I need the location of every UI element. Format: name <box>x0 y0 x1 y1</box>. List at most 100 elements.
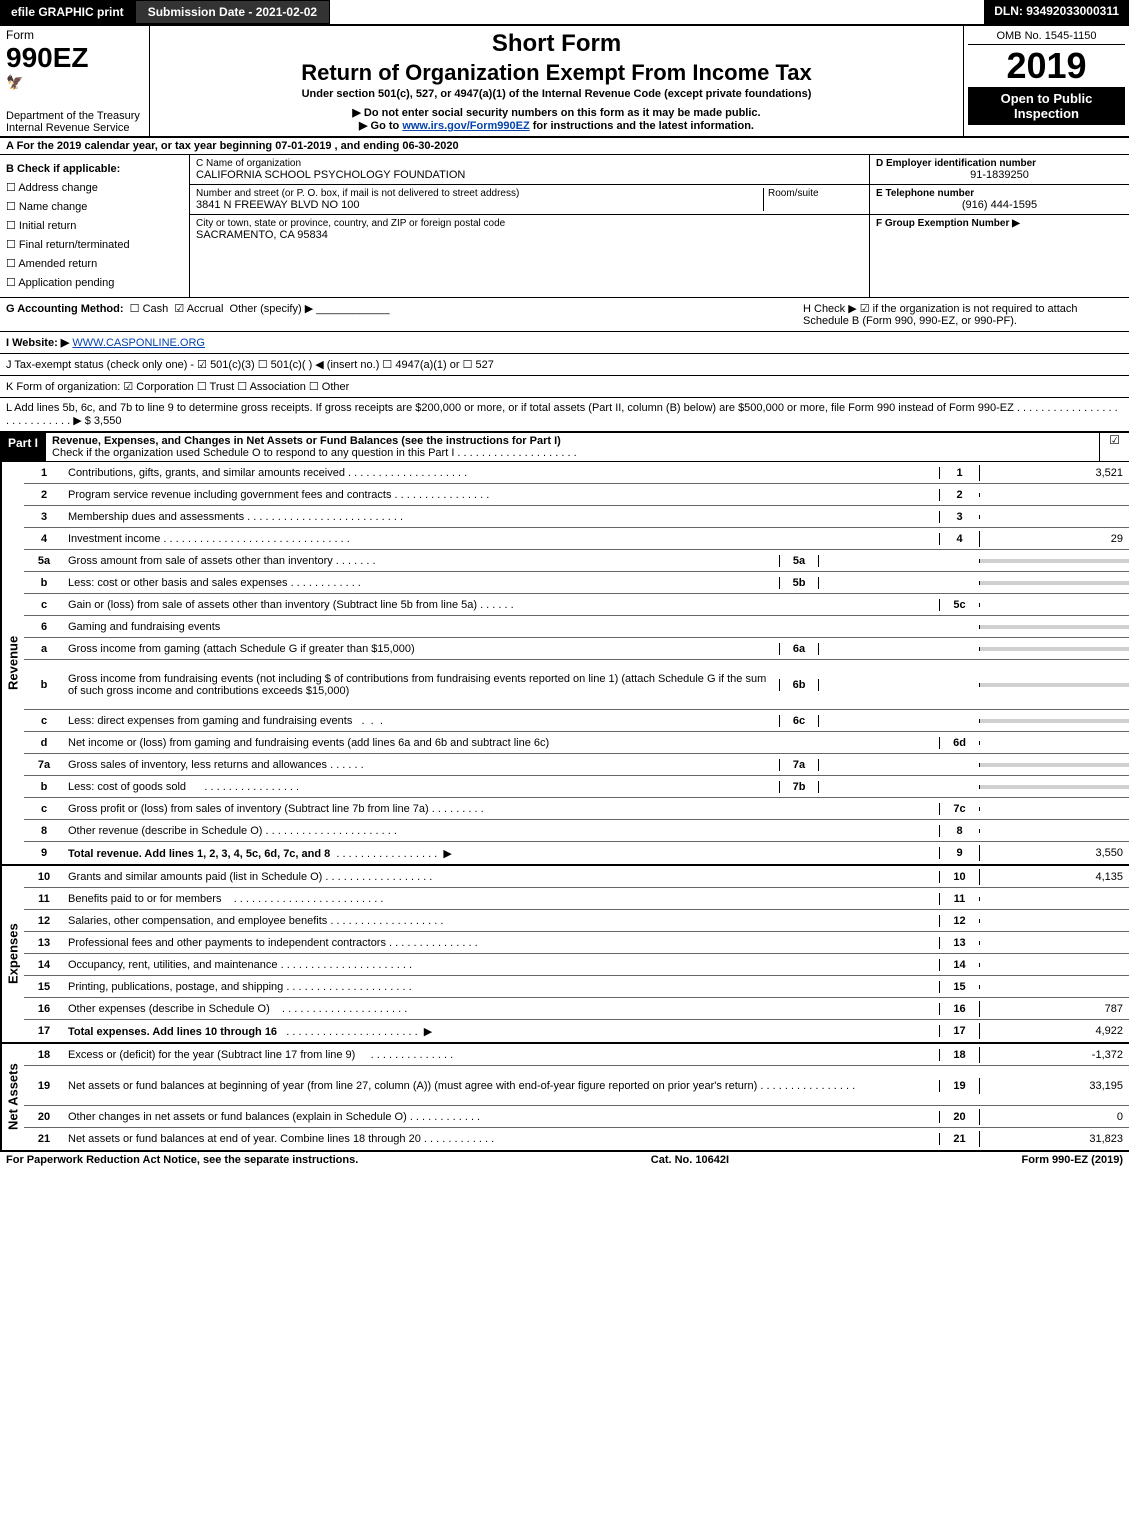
line-5c-amount <box>979 603 1129 607</box>
group-exempt-label: F Group Exemption Number ▶ <box>876 218 1123 229</box>
line-15-amount <box>979 985 1129 989</box>
check-final-return[interactable]: Final return/terminated <box>6 238 183 251</box>
line-9-amount: 3,550 <box>979 845 1129 861</box>
line-10-amount: 4,135 <box>979 869 1129 885</box>
line-8-amount <box>979 829 1129 833</box>
row-l-gross-receipts: L Add lines 5b, 6c, and 7b to line 9 to … <box>0 398 1129 433</box>
net-assets-side-label: Net Assets <box>0 1044 24 1150</box>
org-name: CALIFORNIA SCHOOL PSYCHOLOGY FOUNDATION <box>196 169 863 181</box>
check-cash[interactable]: Cash <box>130 303 169 315</box>
line-16-amount: 787 <box>979 1001 1129 1017</box>
line-7c-amount <box>979 807 1129 811</box>
revenue-side-label: Revenue <box>0 462 24 864</box>
line-19-amount: 33,195 <box>979 1078 1129 1094</box>
line-10: 10 Grants and similar amounts paid (list… <box>24 866 1129 888</box>
form-title-block: Short Form Return of Organization Exempt… <box>150 26 964 136</box>
part-i-checkbox[interactable]: ☑ <box>1099 433 1129 461</box>
line-12: 12 Salaries, other compensation, and emp… <box>24 910 1129 932</box>
footer-cat-no: Cat. No. 10642I <box>651 1154 729 1166</box>
line-17: 17 Total expenses. Add lines 10 through … <box>24 1020 1129 1042</box>
expenses-section: Expenses 10 Grants and similar amounts p… <box>0 866 1129 1044</box>
title-sub: Under section 501(c), 527, or 4947(a)(1)… <box>160 88 953 100</box>
department-label: Department of the Treasury Internal Reve… <box>6 110 140 134</box>
line-13-amount <box>979 941 1129 945</box>
check-address-change[interactable]: Address change <box>6 181 183 194</box>
note-link: ▶ Go to www.irs.gov/Form990EZ for instru… <box>160 119 953 132</box>
part-i-checkline: Check if the organization used Schedule … <box>52 447 454 459</box>
row-i-website: I Website: ▶ WWW.CASPONLINE.ORG <box>0 332 1129 354</box>
line-6d: d Net income or (loss) from gaming and f… <box>24 732 1129 754</box>
part-i-header: Part I Revenue, Expenses, and Changes in… <box>0 433 1129 462</box>
line-9: 9 Total revenue. Add lines 1, 2, 3, 4, 5… <box>24 842 1129 864</box>
net-assets-section: Net Assets 18 Excess or (deficit) for th… <box>0 1044 1129 1152</box>
check-name-change[interactable]: Name change <box>6 200 183 213</box>
footer-paperwork: For Paperwork Reduction Act Notice, see … <box>6 1154 358 1166</box>
efile-print-button[interactable]: efile GRAPHIC print <box>0 0 135 24</box>
other-specify: Other (specify) ▶ <box>230 303 314 315</box>
line-5c: c Gain or (loss) from sale of assets oth… <box>24 594 1129 616</box>
org-info-block: B Check if applicable: Address change Na… <box>0 155 1129 298</box>
line-18-amount: -1,372 <box>979 1047 1129 1063</box>
line-11-amount <box>979 897 1129 901</box>
top-bar: efile GRAPHIC print Submission Date - 20… <box>0 0 1129 26</box>
title-main: Return of Organization Exempt From Incom… <box>160 60 953 86</box>
line-6d-amount <box>979 741 1129 745</box>
line-11: 11 Benefits paid to or for members . . .… <box>24 888 1129 910</box>
box-b-checkboxes: B Check if applicable: Address change Na… <box>0 155 190 297</box>
ein-value: 91-1839250 <box>876 169 1123 181</box>
line-17-amount: 4,922 <box>979 1023 1129 1039</box>
section-a-taxyear: A For the 2019 calendar year, or tax yea… <box>0 138 1129 155</box>
year-block: OMB No. 1545-1150 2019 Open to Public In… <box>964 26 1129 136</box>
title-short: Short Form <box>160 30 953 58</box>
line-21: 21 Net assets or fund balances at end of… <box>24 1128 1129 1150</box>
irs-link[interactable]: www.irs.gov/Form990EZ <box>402 120 529 132</box>
line-4-amount: 29 <box>979 531 1129 547</box>
line-12-amount <box>979 919 1129 923</box>
line-3: 3 Membership dues and assessments . . . … <box>24 506 1129 528</box>
room-label: Room/suite <box>768 188 863 199</box>
line-6b: b Gross income from fundraising events (… <box>24 660 1129 710</box>
check-amended-return[interactable]: Amended return <box>6 257 183 270</box>
website-link[interactable]: WWW.CASPONLINE.ORG <box>72 337 205 349</box>
form-id-block: Form 990EZ 🦅 Department of the Treasury … <box>0 26 150 136</box>
line-14: 14 Occupancy, rent, utilities, and maint… <box>24 954 1129 976</box>
line-6c: c Less: direct expenses from gaming and … <box>24 710 1129 732</box>
org-address: 3841 N FREEWAY BLVD NO 100 <box>196 199 763 211</box>
line-20-amount: 0 <box>979 1109 1129 1125</box>
check-accrual[interactable]: Accrual <box>174 303 223 315</box>
part-i-label: Part I <box>0 433 46 461</box>
check-application-pending[interactable]: Application pending <box>6 276 183 289</box>
dln-label: DLN: 93492033000311 <box>984 0 1129 24</box>
form-number: 990EZ <box>6 42 143 74</box>
phone-value: (916) 444-1595 <box>876 199 1123 211</box>
line-2: 2 Program service revenue including gove… <box>24 484 1129 506</box>
line-20: 20 Other changes in net assets or fund b… <box>24 1106 1129 1128</box>
box-def: D Employer identification number 91-1839… <box>869 155 1129 297</box>
box-c-org: C Name of organization CALIFORNIA SCHOOL… <box>190 155 869 297</box>
addr-label: Number and street (or P. O. box, if mail… <box>196 188 763 199</box>
box-b-label: B Check if applicable: <box>6 163 183 175</box>
line-5b: b Less: cost or other basis and sales ex… <box>24 572 1129 594</box>
line-16: 16 Other expenses (describe in Schedule … <box>24 998 1129 1020</box>
line-1-amount: 3,521 <box>979 465 1129 481</box>
irs-logo-icon: 🦅 <box>6 74 143 91</box>
expenses-side-label: Expenses <box>0 866 24 1042</box>
page-footer: For Paperwork Reduction Act Notice, see … <box>0 1152 1129 1168</box>
line-13: 13 Professional fees and other payments … <box>24 932 1129 954</box>
line-7b: b Less: cost of goods sold . . . . . . .… <box>24 776 1129 798</box>
submission-date: Submission Date - 2021-02-02 <box>135 0 330 24</box>
org-city: SACRAMENTO, CA 95834 <box>196 229 863 241</box>
form-label: Form <box>6 28 143 42</box>
line-18: 18 Excess or (deficit) for the year (Sub… <box>24 1044 1129 1066</box>
check-initial-return[interactable]: Initial return <box>6 219 183 232</box>
row-j-taxexempt: J Tax-exempt status (check only one) - ☑… <box>0 354 1129 376</box>
revenue-section: Revenue 1 Contributions, gifts, grants, … <box>0 462 1129 866</box>
line-21-amount: 31,823 <box>979 1131 1129 1147</box>
row-k-orgform: K Form of organization: ☑ Corporation ☐ … <box>0 376 1129 398</box>
org-name-label: C Name of organization <box>196 158 863 169</box>
phone-label: E Telephone number <box>876 188 1123 199</box>
form-header: Form 990EZ 🦅 Department of the Treasury … <box>0 26 1129 138</box>
line-7c: c Gross profit or (loss) from sales of i… <box>24 798 1129 820</box>
line-5a: 5a Gross amount from sale of assets othe… <box>24 550 1129 572</box>
line-2-amount <box>979 493 1129 497</box>
